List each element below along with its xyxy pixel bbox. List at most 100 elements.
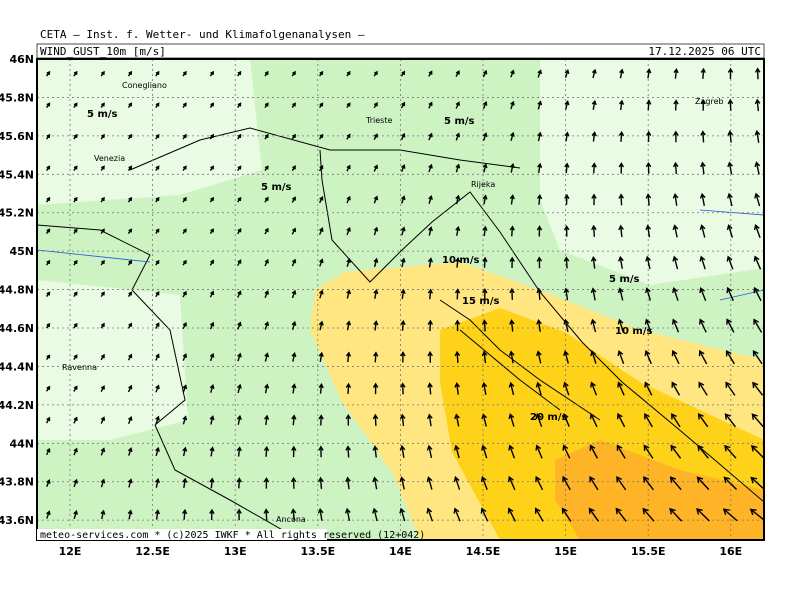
wind-arrow: [454, 288, 461, 300]
wind-arrow: [454, 350, 461, 363]
wind-arrow: [155, 291, 160, 298]
wind-arrow: [453, 476, 461, 490]
wind-arrow: [454, 319, 461, 332]
wind-arrow: [426, 413, 433, 427]
wind-arrow: [673, 68, 679, 79]
wind-arrow: [45, 259, 51, 266]
wind-arrow: [644, 349, 652, 365]
lon-label: 13.5E: [300, 545, 335, 558]
contour-label: 10 m/s: [442, 255, 479, 266]
wind-arrow: [346, 320, 352, 331]
wind-arrow: [563, 224, 570, 237]
wind-arrow: [46, 510, 51, 519]
wind-arrow: [154, 477, 160, 488]
lon-label: 16E: [719, 545, 742, 558]
wind-arrow: [591, 224, 597, 237]
city-label: Ancona: [276, 515, 306, 524]
lon-label: 12E: [59, 545, 82, 558]
wind-arrow: [127, 102, 133, 108]
contour-label: 5 m/s: [609, 274, 640, 285]
wind-arrow: [318, 102, 324, 108]
wind-arrow: [182, 102, 187, 108]
wind-arrow: [346, 289, 352, 299]
wind-arrow: [427, 382, 433, 395]
wind-arrow: [346, 164, 351, 172]
wind-arrow: [400, 195, 406, 204]
wind-arrow: [73, 196, 78, 203]
wind-arrow: [727, 130, 734, 143]
wind-arrow: [291, 165, 296, 172]
wind-arrow: [400, 351, 406, 363]
wind-arrow: [482, 225, 488, 237]
wind-arrow: [319, 227, 324, 235]
wind-arrow: [754, 161, 761, 175]
wind-arrow: [127, 291, 133, 297]
wind-arrow: [73, 228, 78, 234]
wind-arrow: [400, 101, 406, 109]
wind-arrow: [100, 196, 105, 203]
wind-arrow: [753, 286, 762, 302]
wind-arrow: [400, 319, 406, 331]
wind-arrow: [373, 70, 378, 77]
wind-arrow: [534, 507, 544, 522]
wind-arrow: [700, 130, 706, 143]
wind-arrow: [453, 507, 461, 522]
lat-label: 45N: [9, 245, 34, 258]
wind-arrow: [455, 163, 461, 173]
wind-arrow: [345, 476, 351, 490]
wind-arrow: [750, 444, 764, 459]
wind-arrow: [427, 350, 433, 363]
wind-arrow: [182, 477, 188, 489]
wind-arrow: [481, 444, 488, 459]
wind-arrow: [264, 352, 270, 362]
wind-arrow: [537, 69, 543, 78]
wind-arrow: [100, 353, 105, 361]
wind-arrow: [455, 194, 461, 205]
wind-arrow: [753, 255, 762, 270]
wind-arrow: [562, 444, 571, 459]
wind-arrow: [563, 287, 570, 301]
wind-arrow: [346, 195, 351, 204]
wind-arrow: [73, 133, 78, 140]
wind-arrow: [155, 70, 160, 77]
wind-arrow: [100, 133, 105, 140]
wind-arrow: [590, 381, 598, 396]
wind-arrow: [209, 102, 215, 108]
wind-arrow: [618, 193, 624, 206]
wind-arrow: [672, 224, 679, 238]
lat-label: 44.8N: [0, 284, 34, 297]
wind-arrow: [318, 320, 324, 331]
wind-arrow: [373, 226, 379, 236]
wind-arrow: [372, 382, 379, 395]
wind-arrow: [45, 416, 51, 424]
zone-20: [555, 440, 764, 540]
wind-arrow: [127, 259, 133, 266]
wind-arrow: [155, 322, 160, 329]
wind-arrow: [509, 163, 515, 173]
wind-arrow: [509, 194, 515, 205]
wind-arrow: [699, 318, 707, 333]
wind-arrow: [564, 100, 570, 110]
wind-arrow: [291, 70, 296, 77]
wind-arrow: [100, 509, 106, 520]
city-label: Ravenna: [62, 363, 97, 372]
wind-arrow: [427, 257, 433, 268]
wind-arrow: [507, 507, 517, 522]
wind-arrow: [563, 256, 570, 269]
wind-arrow: [45, 354, 51, 360]
wind-arrow: [373, 133, 378, 140]
wind-arrow: [754, 192, 761, 207]
wind-arrow: [644, 412, 653, 428]
wind-arrow: [237, 352, 242, 362]
wind-arrow: [318, 476, 324, 490]
wind-arrow: [209, 508, 215, 520]
wind-arrow: [455, 101, 460, 109]
wind-arrow: [427, 319, 433, 331]
wind-arrow: [725, 349, 735, 365]
wind-arrow: [399, 476, 406, 490]
wind-arrow: [155, 102, 160, 108]
wind-arrow: [291, 133, 296, 140]
wind-arrow: [372, 413, 379, 426]
lat-label: 43.8N: [0, 476, 34, 489]
wind-arrow: [669, 507, 683, 522]
